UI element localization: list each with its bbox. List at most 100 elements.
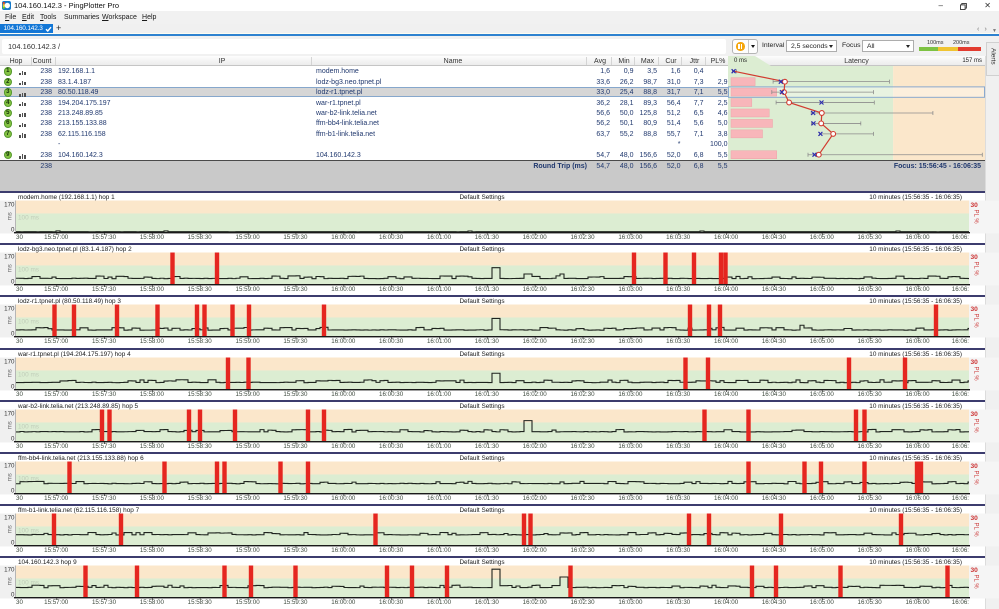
svg-text:16:04:00: 16:04:00 (714, 286, 739, 293)
svg-text:15:59:00: 15:59:00 (236, 234, 261, 241)
svg-text:Default Settings: Default Settings (459, 403, 504, 410)
svg-text:16:05:00: 16:05:00 (810, 234, 835, 241)
svg-text:16:02:00: 16:02:00 (523, 234, 548, 241)
svg-text:15:57:00: 15:57:00 (44, 339, 69, 346)
svg-text:16:02:00: 16:02:00 (523, 443, 548, 450)
svg-text:ms: ms (8, 578, 14, 586)
svg-text:30: 30 (16, 286, 23, 293)
svg-text:16:06:: 16:06: (952, 443, 969, 450)
svg-text:16:01:30: 16:01:30 (475, 234, 500, 241)
svg-text:15:59:30: 15:59:30 (283, 547, 308, 554)
svg-text:Default Settings: Default Settings (459, 298, 504, 305)
svg-text:100 ms: 100 ms (18, 371, 39, 378)
svg-text:ms: ms (8, 369, 14, 377)
svg-text:16:02:00: 16:02:00 (523, 286, 548, 293)
svg-text:16:01:00: 16:01:00 (427, 600, 452, 607)
svg-text:16:05:30: 16:05:30 (858, 234, 883, 241)
svg-text:16:03:30: 16:03:30 (666, 547, 691, 554)
svg-text:100 ms: 100 ms (18, 423, 39, 430)
svg-text:16:01:30: 16:01:30 (475, 600, 500, 607)
svg-text:15:57:00: 15:57:00 (44, 286, 69, 293)
svg-text:0: 0 (11, 331, 15, 338)
svg-text:16:02:30: 16:02:30 (570, 547, 595, 554)
svg-text:16:01:30: 16:01:30 (475, 286, 500, 293)
svg-text:15:58:00: 15:58:00 (140, 495, 165, 502)
svg-text:16:00:00: 16:00:00 (331, 443, 356, 450)
svg-text:16:06:00: 16:06:00 (905, 234, 930, 241)
svg-text:16:03:00: 16:03:00 (618, 286, 643, 293)
svg-text:PL %: PL % (973, 210, 979, 225)
svg-text:15:58:30: 15:58:30 (188, 495, 213, 502)
svg-text:16:00:00: 16:00:00 (331, 286, 356, 293)
svg-text:16:03:00: 16:03:00 (618, 234, 643, 241)
svg-text:16:00:00: 16:00:00 (331, 391, 356, 398)
svg-text:16:01:00: 16:01:00 (427, 286, 452, 293)
svg-text:Default Settings: Default Settings (459, 351, 504, 358)
svg-text:PL %: PL % (973, 523, 979, 538)
svg-text:30: 30 (971, 202, 979, 209)
svg-text:0: 0 (11, 279, 15, 286)
svg-text:15:57:30: 15:57:30 (92, 339, 117, 346)
svg-text:lodz-bg3.neo.tpnet.pl (83.1.4.: lodz-bg3.neo.tpnet.pl (83.1.4.187) hop 2 (18, 246, 132, 253)
svg-text:15:57:30: 15:57:30 (92, 495, 117, 502)
svg-text:16:03:30: 16:03:30 (666, 443, 691, 450)
svg-text:Default Settings: Default Settings (459, 507, 504, 514)
svg-text:0: 0 (11, 540, 15, 547)
svg-text:16:04:00: 16:04:00 (714, 339, 739, 346)
svg-text:30: 30 (971, 515, 979, 522)
svg-text:16:02:30: 16:02:30 (570, 286, 595, 293)
svg-text:16:03:00: 16:03:00 (618, 339, 643, 346)
svg-text:16:00:00: 16:00:00 (331, 495, 356, 502)
svg-text:170: 170 (4, 254, 15, 261)
svg-text:15:57:00: 15:57:00 (44, 547, 69, 554)
svg-text:0: 0 (11, 488, 15, 495)
svg-text:16:03:30: 16:03:30 (666, 391, 691, 398)
svg-text:100 ms: 100 ms (18, 266, 39, 273)
svg-text:15:57:30: 15:57:30 (92, 600, 117, 607)
svg-text:16:06:: 16:06: (952, 339, 969, 346)
svg-text:16:02:00: 16:02:00 (523, 600, 548, 607)
svg-text:16:05:00: 16:05:00 (810, 443, 835, 450)
svg-text:16:05:30: 16:05:30 (858, 495, 883, 502)
svg-text:15:57:00: 15:57:00 (44, 391, 69, 398)
svg-text:15:59:30: 15:59:30 (283, 600, 308, 607)
svg-text:15:59:00: 15:59:00 (236, 443, 261, 450)
svg-text:15:59:30: 15:59:30 (283, 286, 308, 293)
svg-text:15:59:00: 15:59:00 (236, 339, 261, 346)
svg-text:10 minutes (15:56:35 - 16:06:3: 10 minutes (15:56:35 - 16:06:35) (869, 194, 962, 201)
svg-text:15:58:00: 15:58:00 (140, 443, 165, 450)
svg-text:15:59:30: 15:59:30 (283, 391, 308, 398)
svg-text:16:04:30: 16:04:30 (762, 443, 787, 450)
svg-text:15:58:30: 15:58:30 (188, 547, 213, 554)
svg-text:0: 0 (11, 592, 15, 599)
svg-text:16:04:30: 16:04:30 (762, 391, 787, 398)
svg-text:104.160.142.3 hop 9: 104.160.142.3 hop 9 (18, 559, 77, 566)
svg-text:100 ms: 100 ms (18, 475, 39, 482)
svg-text:16:01:00: 16:01:00 (427, 234, 452, 241)
svg-text:16:04:00: 16:04:00 (714, 495, 739, 502)
svg-text:15:58:30: 15:58:30 (188, 443, 213, 450)
svg-text:16:05:30: 16:05:30 (858, 286, 883, 293)
svg-text:16:04:30: 16:04:30 (762, 234, 787, 241)
svg-text:16:01:00: 16:01:00 (427, 495, 452, 502)
svg-text:0: 0 (11, 435, 15, 442)
svg-text:16:02:30: 16:02:30 (570, 600, 595, 607)
svg-text:30: 30 (971, 463, 979, 470)
svg-text:15:57:30: 15:57:30 (92, 547, 117, 554)
svg-text:170: 170 (4, 358, 15, 365)
svg-text:PL %: PL % (973, 314, 979, 329)
svg-text:15:57:30: 15:57:30 (92, 234, 117, 241)
svg-text:16:04:30: 16:04:30 (762, 495, 787, 502)
svg-text:16:00:00: 16:00:00 (331, 600, 356, 607)
svg-text:15:58:30: 15:58:30 (188, 286, 213, 293)
svg-text:15:59:30: 15:59:30 (283, 495, 308, 502)
svg-text:16:05:00: 16:05:00 (810, 495, 835, 502)
svg-text:modem.home (192.168.1.1) hop 1: modem.home (192.168.1.1) hop 1 (18, 194, 115, 201)
svg-text:30: 30 (16, 495, 23, 502)
svg-text:16:06:00: 16:06:00 (905, 443, 930, 450)
svg-text:100 ms: 100 ms (18, 527, 39, 534)
svg-text:100 ms: 100 ms (18, 319, 39, 326)
svg-text:15:59:30: 15:59:30 (283, 234, 308, 241)
svg-text:10 minutes (15:56:35 - 16:06:3: 10 minutes (15:56:35 - 16:06:35) (869, 559, 962, 566)
svg-text:16:06:00: 16:06:00 (905, 391, 930, 398)
